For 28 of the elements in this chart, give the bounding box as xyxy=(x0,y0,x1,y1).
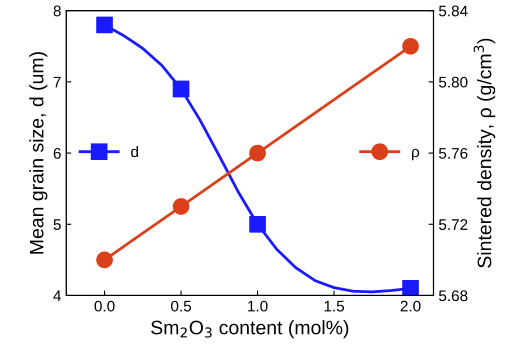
y-tick-label: 6 xyxy=(54,148,61,159)
y-tick-label: 5 xyxy=(54,219,61,230)
y-axis-title: Mean grain size, d (um) xyxy=(29,52,48,254)
y2-tick-label: 5.68 xyxy=(438,290,468,302)
y-tick-label: 4 xyxy=(53,290,61,302)
legend-label: d xyxy=(131,146,138,158)
y-tick-label: 8 xyxy=(54,6,61,16)
point xyxy=(402,38,419,55)
x-axis-title: Sm$_{2}$O$_{3}$ content (mol%) xyxy=(151,320,348,338)
point xyxy=(402,280,419,296)
x-tick-label: 0.0 xyxy=(94,300,115,312)
y-tick-label: 7 xyxy=(54,76,61,88)
point xyxy=(96,16,113,34)
point xyxy=(249,144,266,162)
point xyxy=(172,198,190,215)
x-tick-label: 2.0 xyxy=(400,300,421,312)
y2-tick-label: 5.84 xyxy=(438,6,468,16)
y2-tick-label: 5.76 xyxy=(438,148,468,159)
point xyxy=(96,252,113,268)
y2-tick-label: 5.80 xyxy=(438,76,468,88)
point xyxy=(249,216,266,233)
y2-axis-title: Sintered density, ρ (g/cm$^{3}$) xyxy=(474,38,496,268)
x-tick-label: 1.0 xyxy=(248,300,268,312)
point xyxy=(172,80,190,98)
x-tick-label: 0.5 xyxy=(171,300,192,312)
legend-label: ρ xyxy=(412,148,420,160)
x-tick-label: 1.5 xyxy=(324,300,344,312)
y2-tick-label: 5.72 xyxy=(438,219,468,230)
